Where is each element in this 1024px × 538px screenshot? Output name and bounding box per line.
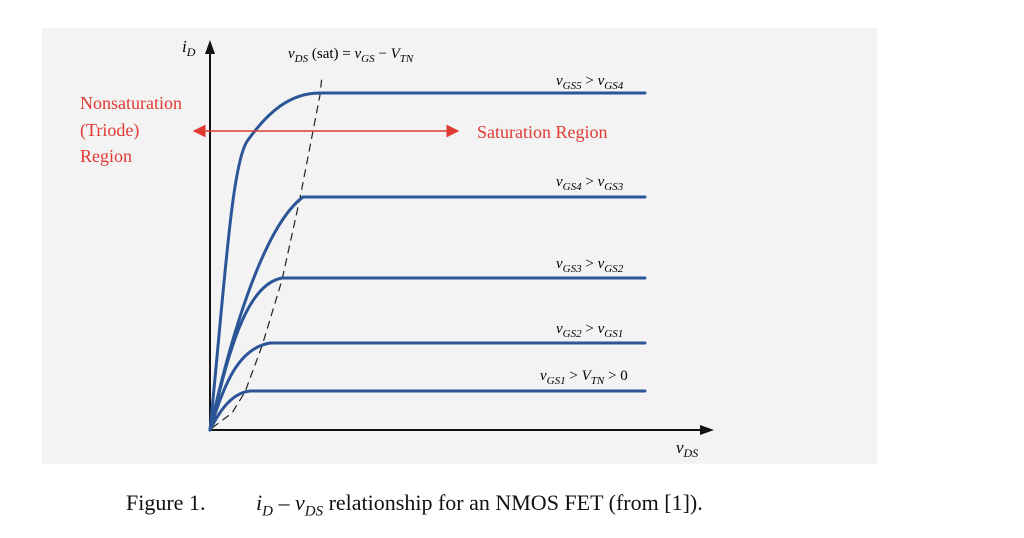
figure-number: Figure 1. bbox=[126, 490, 206, 515]
vds-sat-label: vDS (sat) = vGS − VTN bbox=[288, 46, 414, 65]
caption-vds-sub: DS bbox=[304, 503, 324, 520]
x-axis-label: vDS bbox=[676, 438, 698, 460]
curve-vgs2 bbox=[208, 341, 647, 432]
curve-vgs4 bbox=[208, 195, 647, 432]
y-axis-label: iD bbox=[182, 37, 196, 59]
curve-label-vgs5: vGS5 > vGS4 bbox=[556, 73, 624, 92]
curve-label-vgs4: vGS4 > vGS3 bbox=[556, 174, 624, 193]
triode-region-label: Nonsaturation (Triode) Region bbox=[80, 93, 186, 166]
curve-label-vgs3: vGS3 > vGS2 bbox=[556, 256, 624, 275]
y-axis-arrowhead bbox=[205, 40, 215, 54]
caption-id-sub: D bbox=[262, 503, 273, 520]
caption-id-var: i bbox=[256, 490, 263, 515]
curve-vgs3 bbox=[208, 276, 647, 432]
caption-text: relationship for an NMOS FET (from [1]). bbox=[323, 490, 703, 515]
curve-label-vgs1: vGS1 > VTN > 0 bbox=[540, 368, 628, 387]
caption-vds-var: v bbox=[294, 490, 305, 515]
saturation-region-label: Saturation Region bbox=[477, 122, 607, 142]
caption-dash: – bbox=[272, 490, 295, 515]
curve-vgs1 bbox=[208, 389, 647, 432]
figure-caption: Figure 1. iD – vDS relationship for an NM… bbox=[126, 490, 703, 520]
curve-vgs5 bbox=[208, 91, 647, 432]
curve-label-vgs2: vGS2 > vGS1 bbox=[556, 321, 623, 340]
x-axis-arrowhead bbox=[700, 425, 714, 435]
saturation-boundary-dashed-line bbox=[211, 75, 323, 429]
